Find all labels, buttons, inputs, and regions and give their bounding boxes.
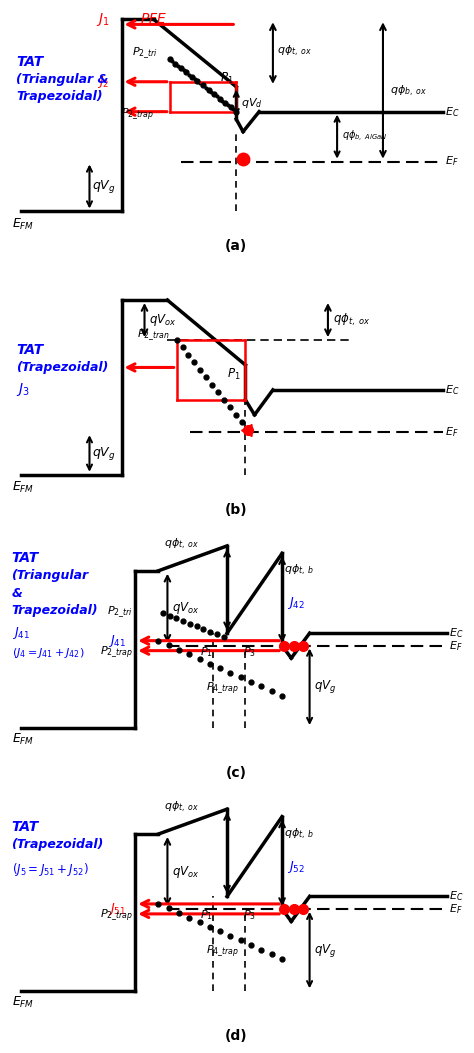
Text: $(J_4=J_{41}+J_{42})$: $(J_4=J_{41}+J_{42})$ (11, 647, 84, 660)
Text: (Trapezoidal): (Trapezoidal) (16, 361, 109, 374)
Text: $E_F$: $E_F$ (449, 902, 463, 916)
Text: $P_1$: $P_1$ (200, 909, 213, 922)
Text: $q\phi_{t,\ ox}$: $q\phi_{t,\ ox}$ (277, 44, 313, 59)
Text: $E_F$: $E_F$ (445, 155, 458, 168)
Text: (b): (b) (225, 502, 247, 517)
Text: $E_{FM}$: $E_{FM}$ (11, 732, 34, 747)
Text: $qV_d$: $qV_d$ (241, 96, 263, 110)
Text: TAT: TAT (16, 55, 43, 68)
Text: $(J_5=J_{51}+J_{52})$: $(J_5=J_{51}+J_{52})$ (11, 860, 88, 877)
Text: $P_1$: $P_1$ (227, 367, 241, 382)
Text: $qV_{ox}$: $qV_{ox}$ (149, 312, 177, 329)
Text: $J_{41}$: $J_{41}$ (108, 633, 126, 649)
Text: $P_{2\_trap}$: $P_{2\_trap}$ (120, 106, 154, 122)
Text: $J_1$: $J_1$ (96, 11, 110, 28)
Text: $q\phi_{t,\ ox}$: $q\phi_{t,\ ox}$ (164, 800, 200, 815)
Text: $P_1$: $P_1$ (220, 71, 234, 85)
Text: $q\phi_{b,\ AlGaN}$: $q\phi_{b,\ AlGaN}$ (342, 130, 387, 144)
Text: $P_{4\_trap}$: $P_{4\_trap}$ (206, 943, 239, 959)
Text: $P_{2\_tran}$: $P_{2\_tran}$ (137, 327, 170, 343)
Text: $J_{41}$: $J_{41}$ (11, 625, 29, 641)
Text: $qV_g$: $qV_g$ (92, 445, 116, 462)
Text: $qV_{ox}$: $qV_{ox}$ (172, 863, 200, 879)
Text: TAT: TAT (11, 819, 39, 834)
Text: $E_C$: $E_C$ (445, 105, 459, 119)
Text: (a): (a) (225, 239, 247, 254)
Text: TAT: TAT (16, 343, 43, 357)
Text: $J_2$: $J_2$ (97, 74, 109, 90)
Text: $E_C$: $E_C$ (449, 890, 464, 903)
Text: $P_{4\_trap}$: $P_{4\_trap}$ (206, 680, 239, 696)
Text: $J_3$: $J_3$ (16, 381, 30, 398)
Text: $J_{42}$: $J_{42}$ (287, 595, 305, 611)
Text: $q\phi_{t,\ b}$: $q\phi_{t,\ b}$ (284, 563, 315, 578)
Text: $q\phi_{b,\ ox}$: $q\phi_{b,\ ox}$ (390, 84, 427, 99)
Text: $q\phi_{t,\ ox}$: $q\phi_{t,\ ox}$ (333, 312, 370, 329)
Text: &: & (11, 587, 22, 600)
Text: $E_F$: $E_F$ (445, 425, 458, 439)
Text: $P_{2\_trap}$: $P_{2\_trap}$ (100, 644, 133, 660)
Text: TAT: TAT (11, 552, 39, 565)
Text: (Trapezoidal): (Trapezoidal) (11, 837, 104, 851)
Text: $E_{FM}$: $E_{FM}$ (11, 480, 34, 495)
Text: $qV_{ox}$: $qV_{ox}$ (172, 600, 200, 616)
Text: $P_{2\_tri}$: $P_{2\_tri}$ (107, 604, 133, 620)
Text: $P_3$: $P_3$ (244, 645, 256, 659)
Text: $qV_g$: $qV_g$ (92, 178, 116, 195)
Text: $P_3$: $P_3$ (244, 909, 256, 922)
Text: $P_{2\_trap}$: $P_{2\_trap}$ (100, 908, 133, 923)
Text: $q\phi_{t,\ b}$: $q\phi_{t,\ b}$ (284, 827, 315, 841)
Text: (Triangular &: (Triangular & (16, 73, 109, 85)
Text: $E_F$: $E_F$ (449, 639, 463, 653)
Text: $J_{52}$: $J_{52}$ (287, 858, 305, 874)
Text: $PFE$: $PFE$ (140, 13, 167, 26)
Text: $E_C$: $E_C$ (445, 383, 459, 397)
Text: (d): (d) (225, 1029, 247, 1044)
Text: $E_{FM}$: $E_{FM}$ (11, 217, 34, 232)
Text: (Triangular: (Triangular (11, 570, 89, 582)
Text: $P_{2\_tri}$: $P_{2\_tri}$ (132, 45, 158, 61)
Text: $E_C$: $E_C$ (449, 627, 464, 640)
Text: $qV_g$: $qV_g$ (314, 941, 337, 958)
Text: $q\phi_{t,\ ox}$: $q\phi_{t,\ ox}$ (164, 537, 200, 552)
Text: $qV_g$: $qV_g$ (314, 678, 337, 695)
Text: $P_1$: $P_1$ (200, 645, 213, 659)
Text: (c): (c) (226, 766, 247, 780)
Text: $E_{FM}$: $E_{FM}$ (11, 995, 34, 1010)
Text: Trapezoidal): Trapezoidal) (16, 91, 103, 103)
Text: Trapezoidal): Trapezoidal) (11, 604, 98, 617)
Text: $J_{51}$: $J_{51}$ (108, 901, 126, 917)
